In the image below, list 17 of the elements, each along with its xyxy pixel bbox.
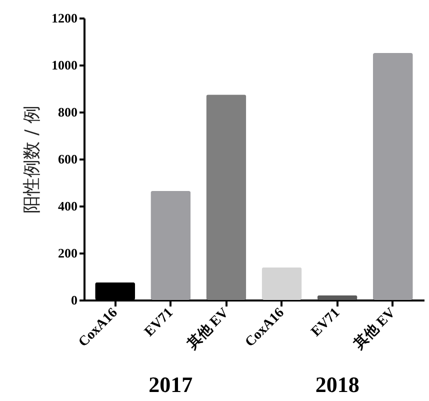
x-tick-label: 其他 EV bbox=[350, 304, 399, 353]
text: 2018 bbox=[315, 372, 360, 397]
y-tick-label: 600 bbox=[58, 152, 78, 166]
y-tick-label: 800 bbox=[58, 104, 78, 120]
y-tick-label: 400 bbox=[58, 198, 78, 214]
y-tick-label: 1200 bbox=[52, 10, 78, 26]
y-tick-label: 0 bbox=[71, 292, 78, 308]
y-tick-label: 1000 bbox=[52, 58, 78, 72]
bar bbox=[317, 295, 358, 300]
x-tick-label: 其他 EV bbox=[184, 304, 232, 353]
bar bbox=[262, 267, 302, 300]
bar bbox=[372, 53, 413, 300]
text: 2017 bbox=[148, 372, 193, 397]
bar bbox=[150, 190, 191, 300]
bar bbox=[206, 94, 246, 300]
y-axis-title: 阳性例数 / 例 bbox=[22, 106, 42, 214]
y-tick-label: 200 bbox=[58, 246, 78, 260]
